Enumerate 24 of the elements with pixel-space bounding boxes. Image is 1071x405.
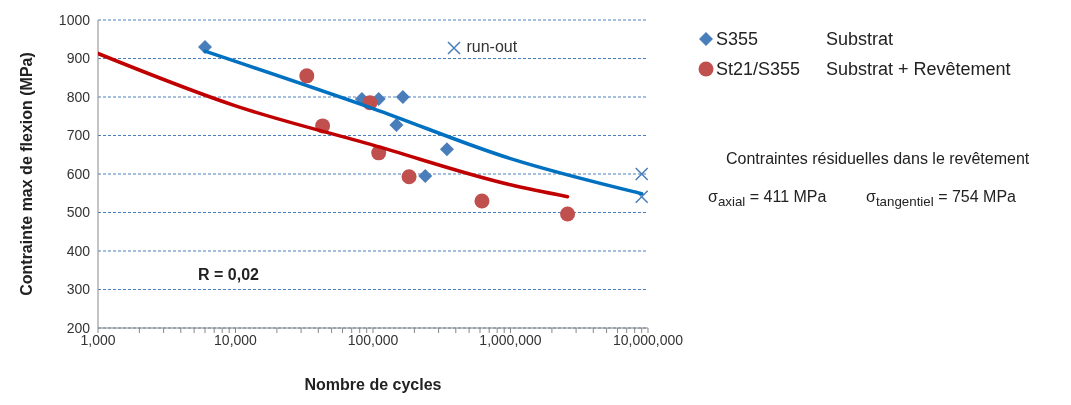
text: σ$_{tangentiel}$ = 754 MPa xyxy=(866,188,1016,210)
y-tick-label: 800 xyxy=(66,88,91,105)
legend-label: S355 xyxy=(716,28,760,50)
y-tick-label: 200 xyxy=(66,319,91,336)
text: Contraintes résiduelles dans le revêtement xyxy=(726,150,1030,168)
y-tick-label: 400 xyxy=(66,242,91,259)
x-tick-label: 10,000 xyxy=(214,331,258,348)
y-tick-label: 1000 xyxy=(58,11,91,28)
y-tick-label: 500 xyxy=(66,204,91,221)
annotation: R = 0,02 xyxy=(198,266,259,284)
y-tick-label: 700 xyxy=(66,127,91,144)
x-axis-title: Nombre de cycles xyxy=(304,376,442,393)
x-tick-label: 100,000 xyxy=(347,331,399,348)
y-tick-label: 300 xyxy=(66,281,91,298)
legend-label: run-out xyxy=(465,38,518,56)
y-tick-label: 900 xyxy=(66,50,91,67)
y-axis-title: Contrainte max de flexion (MPa) xyxy=(17,52,35,296)
text: Substrat xyxy=(826,28,894,50)
x-tick-label: 1,000,000 xyxy=(479,331,542,348)
y-tick-label: 600 xyxy=(66,165,91,182)
text: Substrat + Revêtement xyxy=(826,58,1011,80)
x-tick-label: 10,000,000 xyxy=(612,331,684,348)
text: σ$_{axial}$ = 411 MPa xyxy=(708,188,827,210)
legend-label: St21/S355 xyxy=(716,58,802,80)
